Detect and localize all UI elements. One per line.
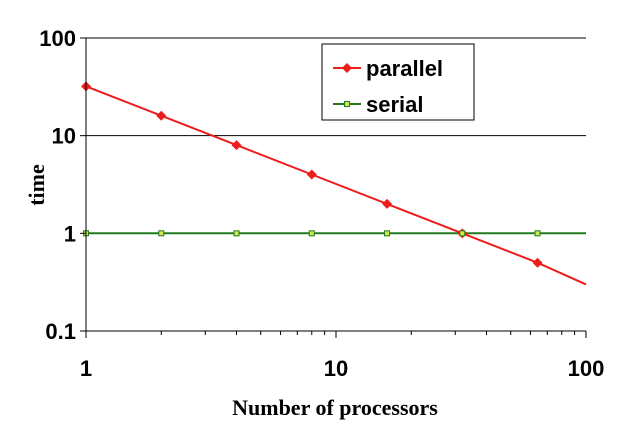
- x-tick-label: 100: [568, 356, 605, 381]
- data-point-serial: [308, 230, 315, 237]
- series-line-parallel: [85, 85, 587, 286]
- legend-marker-serial: [344, 101, 350, 107]
- y-tick-label: 1: [64, 221, 76, 246]
- legend-item-parallel: parallel: [333, 56, 443, 81]
- y-tick-label: 0.1: [45, 319, 76, 344]
- y-tick-label: 10: [52, 124, 76, 149]
- legend: parallel serial: [321, 43, 475, 121]
- legend-label-serial: serial: [366, 92, 424, 117]
- legend-item-serial: serial: [333, 92, 424, 117]
- series-lines: [85, 85, 587, 286]
- data-point-parallel: [231, 140, 242, 151]
- axes: [80, 37, 587, 338]
- data-point-parallel: [532, 257, 543, 268]
- data-point-serial: [384, 230, 391, 237]
- legend-marker-parallel: [342, 63, 352, 73]
- data-point-parallel: [306, 169, 317, 180]
- data-point-serial: [534, 230, 541, 237]
- data-point-parallel: [156, 110, 167, 121]
- data-point-serial: [459, 230, 466, 237]
- legend-box: [321, 43, 475, 121]
- data-point-serial: [158, 230, 165, 237]
- x-tick-label: 10: [324, 356, 348, 381]
- y-axis-title: time: [24, 164, 49, 206]
- y-tick-label: 100: [39, 26, 76, 51]
- legend-label-parallel: parallel: [366, 56, 443, 81]
- x-axis-title: Number of processors: [232, 395, 438, 420]
- data-point-serial: [233, 230, 240, 237]
- data-point-parallel: [382, 198, 393, 209]
- x-tick-label: 1: [80, 356, 92, 381]
